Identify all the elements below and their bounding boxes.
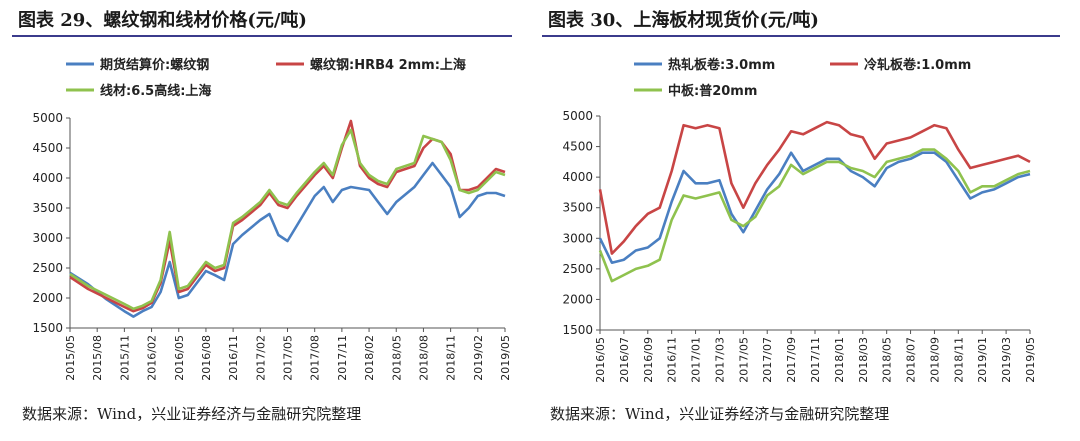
x-tick-label: 2019/03 <box>1000 337 1013 383</box>
x-tick-label: 2017/11 <box>809 337 822 383</box>
x-tick-label: 2016/11 <box>666 337 679 383</box>
axes: 1500 2000 2500 3000 3500 4000 4500 5000 2016/05 2… <box>562 109 1037 383</box>
x-tick-label: 2015/11 <box>118 335 131 381</box>
x-tick-label: 2018/09 <box>928 337 941 383</box>
y-tick-label: 1500 <box>32 321 63 335</box>
legend-label: 线材:6.5高线:上海 <box>100 83 211 99</box>
x-tick-label: 2017/09 <box>785 337 798 383</box>
legend-item-2: 冷轧板卷:1.0mm <box>830 57 971 73</box>
legend-item-3: 中板:普20mm <box>634 83 757 99</box>
x-tick-label: 2016/05 <box>594 337 607 383</box>
x-tick-label: 2016/08 <box>200 335 213 381</box>
x-tick-label: 2018/03 <box>857 337 870 383</box>
legend-item-1: 期货结算价:螺纹钢 <box>66 57 209 73</box>
x-tick-label: 2018/08 <box>417 335 430 381</box>
series-line-3 <box>598 148 1031 283</box>
x-tick-label: 2018/05 <box>390 335 403 381</box>
x-tick-label: 2017/11 <box>336 335 349 381</box>
legend-item-3: 线材:6.5高线:上海 <box>66 83 211 99</box>
chart-1-title-rule <box>12 35 512 37</box>
y-tick-label: 4000 <box>32 171 63 185</box>
x-tick-label: 2018/11 <box>445 335 458 381</box>
legend-label: 螺纹钢:HRB4 2mm:上海 <box>310 57 466 73</box>
x-tick-label: 2017/08 <box>309 335 322 381</box>
legend-item-2: 螺纹钢:HRB4 2mm:上海 <box>276 57 466 73</box>
chart-1-svg: 1500 2000 2500 3000 3500 4000 4500 5000 2015/05 2… <box>32 57 512 381</box>
y-tick-label: 5000 <box>562 109 593 123</box>
legend-label: 冷轧板卷:1.0mm <box>864 57 971 73</box>
x-tick-label: 2019/05 <box>1024 337 1037 383</box>
y-tick-label: 2000 <box>32 291 63 305</box>
x-tick-label: 2018/07 <box>905 337 918 383</box>
legend-label: 中板:普20mm <box>668 83 757 99</box>
x-tick-label: 2016/05 <box>173 335 186 381</box>
y-tick-label: 2500 <box>32 261 63 275</box>
x-tick-label: 2017/07 <box>761 337 774 383</box>
x-tick-label: 2018/02 <box>363 335 376 381</box>
x-tick-label: 2017/02 <box>254 335 267 381</box>
x-tick-label: 2015/05 <box>64 335 77 381</box>
y-tick-label: 4500 <box>562 140 593 154</box>
y-tick-label: 3500 <box>32 201 63 215</box>
y-tick-label: 2500 <box>562 262 593 276</box>
x-tick-label: 2016/07 <box>618 337 631 383</box>
x-tick-label: 2018/05 <box>881 337 894 383</box>
chart-2-source: 数据来源：Wind，兴业证券经济与金融研究院整理 <box>550 405 890 423</box>
legend-label: 期货结算价:螺纹钢 <box>100 57 209 73</box>
legend-label: 热轧板卷:3.0mm <box>668 57 775 73</box>
chart-2-svg: 1500 2000 2500 3000 3500 4000 4500 5000 2016/05 2… <box>562 57 1037 383</box>
axes: 1500 2000 2500 3000 3500 4000 4500 5000 2015/05 2… <box>32 111 512 381</box>
x-tick-label: 2016/11 <box>227 335 240 381</box>
y-tick-label: 5000 <box>32 111 63 125</box>
x-tick-label: 2018/01 <box>833 337 846 383</box>
x-tick-label: 2019/05 <box>499 335 512 381</box>
y-tick-label: 3000 <box>32 231 63 245</box>
x-tick-label: 2017/01 <box>690 337 703 383</box>
x-tick-label: 2016/09 <box>642 337 655 383</box>
chart-2-title-rule <box>542 35 1060 37</box>
y-tick-label: 3000 <box>562 231 593 245</box>
x-tick-label: 2019/02 <box>472 335 485 381</box>
chart-1-title: 图表 29、螺纹钢和线材价格(元/吨) <box>18 10 307 31</box>
x-tick-label: 2017/03 <box>713 337 726 383</box>
x-tick-label: 2017/05 <box>737 337 750 383</box>
x-tick-label: 2015/08 <box>91 335 104 381</box>
y-tick-label: 4000 <box>562 170 593 184</box>
chart-2-title: 图表 30、上海板材现货价(元/吨) <box>548 10 819 31</box>
series-line-2 <box>598 120 1031 255</box>
x-tick-label: 2017/05 <box>282 335 295 381</box>
series-line-3 <box>69 128 506 311</box>
chart-1-source: 数据来源：Wind，兴业证券经济与金融研究院整理 <box>22 405 362 423</box>
y-tick-label: 4500 <box>32 141 63 155</box>
y-tick-label: 3500 <box>562 201 593 215</box>
y-tick-label: 2000 <box>562 292 593 306</box>
y-tick-label: 1500 <box>562 323 593 337</box>
x-tick-label: 2019/01 <box>976 337 989 383</box>
x-tick-label: 2018/11 <box>952 337 965 383</box>
x-tick-label: 2016/02 <box>146 335 159 381</box>
legend-item-1: 热轧板卷:3.0mm <box>634 57 775 73</box>
